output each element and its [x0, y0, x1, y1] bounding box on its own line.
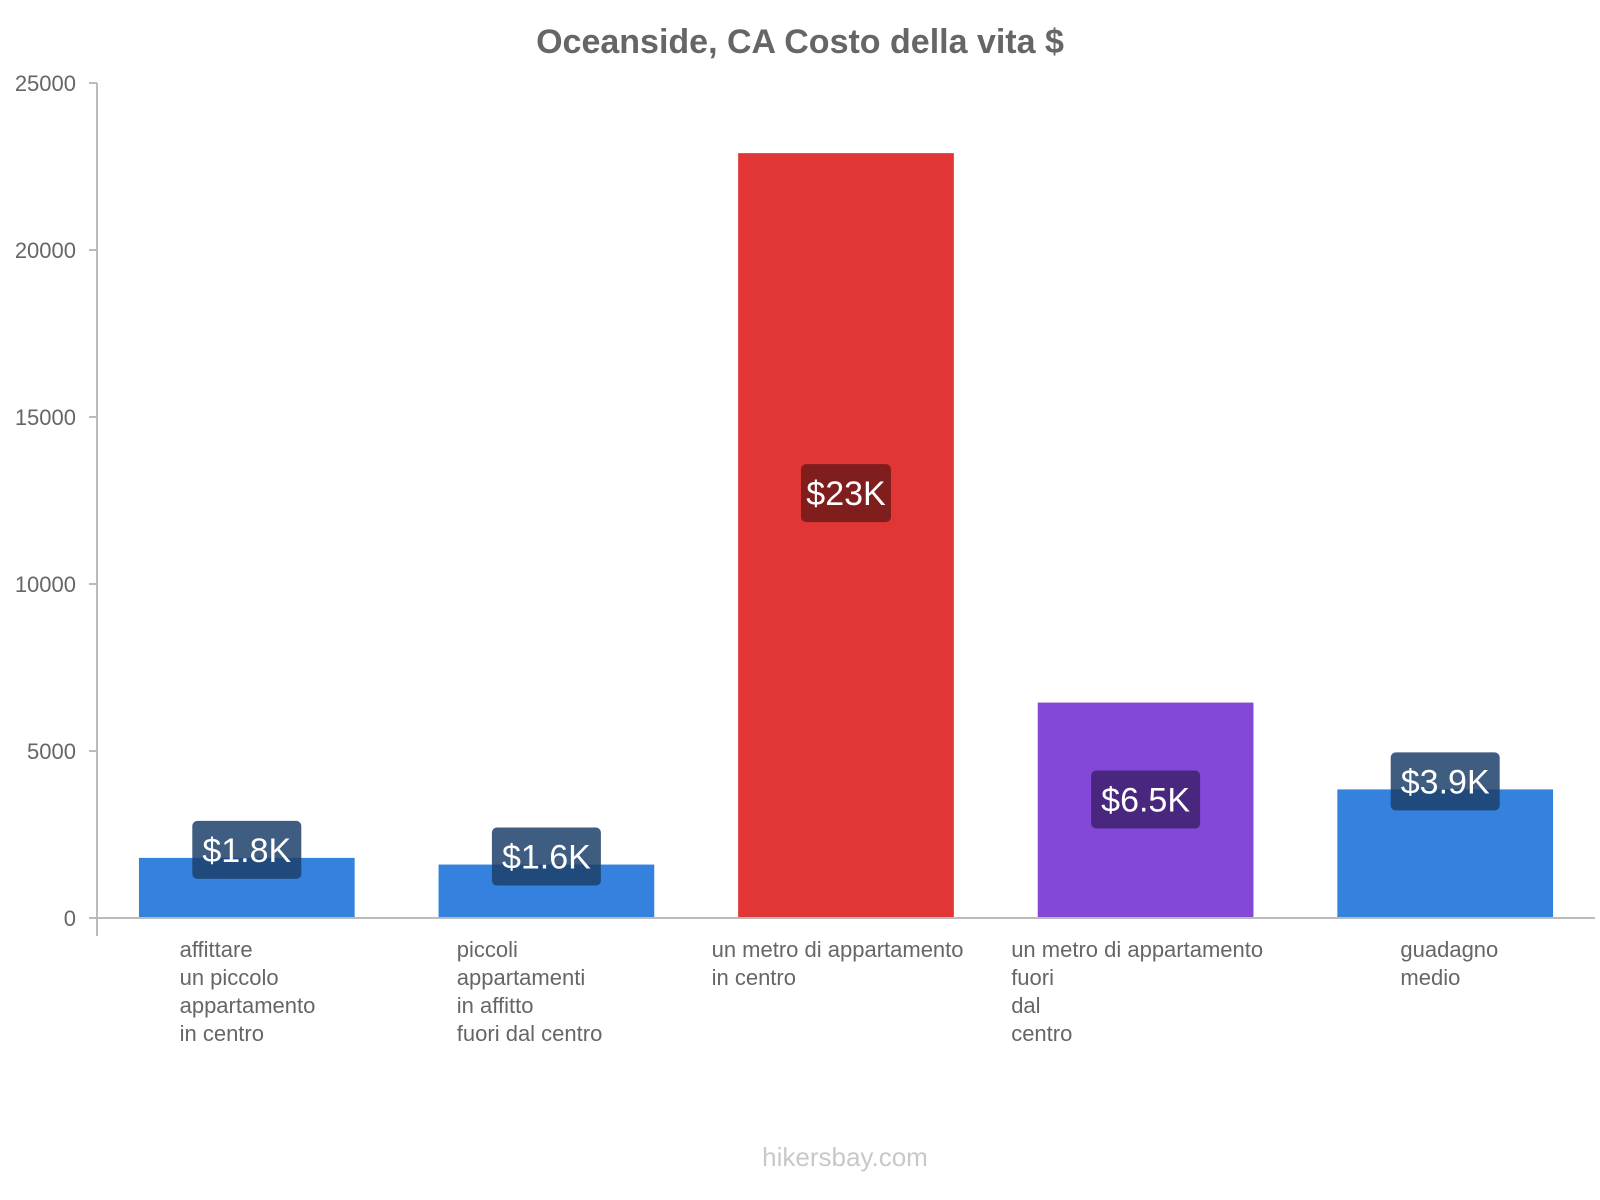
bar: [1337, 789, 1554, 918]
chart-title: Oceanside, CA Costo della vita $: [536, 23, 1064, 61]
value-label: $6.5K: [1101, 782, 1190, 820]
value-label: $23K: [806, 475, 886, 513]
bar: [738, 153, 954, 918]
category-label: affittare un piccolo appartamento in centro: [180, 937, 316, 1046]
value-label-bg: [801, 464, 891, 523]
value-label-bg: [1390, 752, 1500, 811]
value-label: $1.6K: [502, 839, 591, 877]
bars: $1.8K $1.6K $23K $6.5K $3.9K: [138, 153, 1554, 918]
y-axis: 0 5000 10000 15000 20000 25000: [15, 71, 98, 936]
category-label: un metro di appartamento fuori dal centro: [1011, 937, 1263, 1046]
value-label-bg: [1091, 770, 1201, 829]
value-label: $1.8K: [202, 832, 291, 870]
category-label: guadagno medio: [1400, 937, 1498, 990]
y-tick-label: 15000: [15, 405, 76, 430]
value-label: $3.9K: [1401, 763, 1490, 801]
x-axis: affittare un piccolo appartamento in centro…: [97, 917, 1595, 1046]
y-tick-label: 10000: [15, 572, 76, 597]
y-tick-label: 20000: [15, 238, 76, 263]
value-label-bg: [192, 820, 302, 879]
category-label: un metro di appartamento in centro: [712, 937, 964, 990]
footer-watermark: hikersbay.com: [762, 1142, 928, 1172]
y-tick-label: 25000: [15, 71, 76, 96]
y-tick-label: 0: [64, 906, 76, 931]
value-label-bg: [491, 827, 601, 886]
y-tick-label: 5000: [27, 739, 76, 764]
category-label: piccoli appartamenti in affitto fuori dal c…: [457, 937, 603, 1046]
